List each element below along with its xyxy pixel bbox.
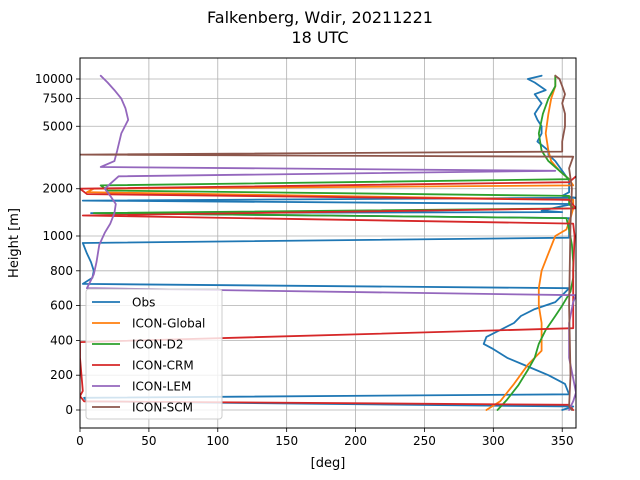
series-line-icon-lem bbox=[86, 74, 576, 411]
y-tick-label: 0 bbox=[65, 403, 73, 417]
chart-title: Falkenberg, Wdir, 20211221 bbox=[207, 8, 433, 27]
legend-label: ICON-Global bbox=[132, 317, 205, 331]
series-line-icon-d2 bbox=[92, 74, 575, 411]
y-tick-label: 600 bbox=[50, 299, 73, 313]
x-tick-label: 100 bbox=[206, 434, 229, 448]
legend-label: ICON-SCM bbox=[132, 401, 193, 415]
legend-label: ICON-D2 bbox=[132, 338, 184, 352]
plot-frame bbox=[79, 57, 577, 429]
series-line-icon-global bbox=[86, 74, 575, 411]
y-tick-label: 10000 bbox=[35, 72, 73, 86]
series-layer bbox=[80, 74, 576, 411]
x-tick-label: 0 bbox=[76, 434, 84, 448]
x-tick-label: 50 bbox=[141, 434, 156, 448]
y-tick-label: 1000 bbox=[42, 229, 73, 243]
y-tick-label: 2000 bbox=[42, 182, 73, 196]
x-tick-label: 250 bbox=[413, 434, 436, 448]
y-tick-label: 200 bbox=[50, 368, 73, 382]
y-axis-label: Height [m] bbox=[7, 208, 22, 278]
y-tick-label: 7500 bbox=[42, 92, 73, 106]
y-tick-label: 400 bbox=[50, 333, 73, 347]
y-tick-label: 800 bbox=[50, 264, 73, 278]
chart-subtitle: 18 UTC bbox=[291, 28, 349, 47]
y-tick-label: 5000 bbox=[42, 119, 73, 133]
legend-label: ICON-LEM bbox=[132, 380, 191, 394]
legend-label: ICON-CRM bbox=[132, 359, 194, 373]
series-line-icon-scm bbox=[80, 74, 575, 411]
x-tick-label: 200 bbox=[344, 434, 367, 448]
legend-label: Obs bbox=[132, 296, 155, 310]
x-axis-label: [deg] bbox=[311, 456, 346, 471]
x-tick-label: 350 bbox=[551, 434, 574, 448]
series-line-icon-crm bbox=[80, 175, 576, 411]
series-line-obs bbox=[81, 74, 576, 411]
legend: Obs ICON-Global ICON-D2 ICON-CRM ICON-LEM ICO… bbox=[85, 288, 223, 420]
x-tick-label: 300 bbox=[482, 434, 505, 448]
x-tick-label: 150 bbox=[275, 434, 298, 448]
axis-ticks: 0 50 100 150 200 250 300 350 0 200 400 600 800 1000 20… bbox=[35, 72, 574, 448]
